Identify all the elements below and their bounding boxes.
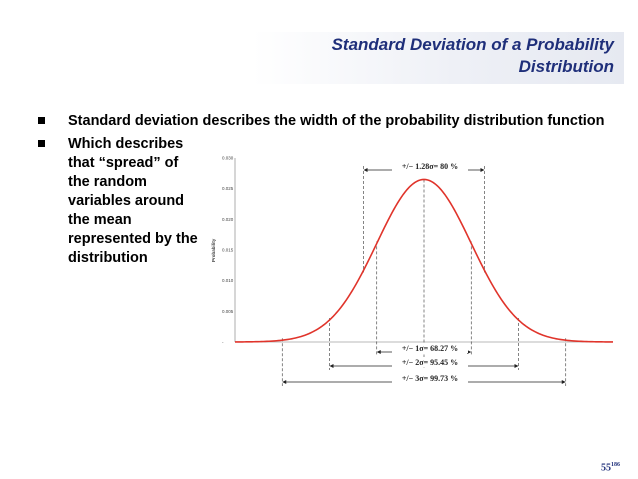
band-arrow-right: [467, 350, 472, 354]
title-background: [252, 32, 624, 84]
band-label-bg: [392, 161, 468, 171]
sigma-bands: +/− 1.28σ= 80 % +/− 1σ= 68.27 % +/− 2σ= 95…: [282, 161, 566, 384]
square-bullet-icon: [38, 117, 45, 124]
y-tick-label: 0.025: [222, 186, 234, 191]
y-axis-label-group: Probability: [211, 238, 216, 262]
band-label-bg: [392, 357, 468, 367]
y-tick-label: -: [222, 340, 224, 345]
band-arrow-right: [480, 168, 485, 172]
band-arrow-left: [282, 380, 287, 384]
chart-svg: Probability 0.0300.0250.0200.0150.0100.0…: [211, 156, 614, 386]
y-tick-label: 0.020: [222, 217, 234, 222]
page-number: 55186: [601, 462, 620, 473]
slide-title-line-1: Standard Deviation of a Probability: [331, 35, 614, 54]
band-arrow-right: [561, 380, 566, 384]
y-tick-label: 0.010: [222, 278, 234, 283]
page-number-total: 186: [611, 462, 620, 468]
band-arrow-left: [363, 168, 368, 172]
slide-title: Standard Deviation of a Probability Dist…: [254, 34, 614, 78]
bullet-text: Which describes that “spread” of the ran…: [68, 136, 198, 266]
y-axis-label: Probability: [211, 238, 216, 262]
bullet-item: Standard deviation describes the width o…: [38, 112, 608, 131]
bullet-text: Standard deviation describes the width o…: [68, 113, 605, 129]
bullet-item: Which describes that “spread” of the ran…: [38, 135, 203, 268]
y-tick-labels: 0.030 0.025 0.020 0.015 0.010 0.005 -: [222, 156, 234, 345]
distribution-curve: [234, 178, 614, 343]
sigma-guide-lines: [281, 166, 567, 386]
band-label: +/− 1.28σ= 80 %: [402, 162, 458, 171]
y-tick-label: 0.005: [222, 309, 234, 314]
y-tick-label: 0.015: [222, 248, 234, 253]
page-number-current: 55: [601, 462, 611, 474]
normal-distribution-chart: Probability 0.030 0.025 0.020 0.015 0.010 0.0…: [205, 150, 617, 390]
band-arrow-left: [376, 350, 381, 354]
band-arrow-right: [514, 364, 519, 368]
band-label-bg: [392, 373, 468, 383]
y-tick-label: 0.030: [222, 156, 234, 161]
slide-title-line-2: Distribution: [518, 57, 614, 76]
band-arrow-left: [329, 364, 334, 368]
band-label: +/− 1σ= 68.27 %: [402, 344, 458, 353]
band-label: +/− 3σ= 99.73 %: [402, 374, 458, 383]
band-label-bg: [392, 343, 468, 353]
square-bullet-icon: [38, 140, 45, 147]
bullet-list: Standard deviation describes the width o…: [38, 112, 608, 272]
band-label: +/− 2σ= 95.45 %: [402, 358, 458, 367]
